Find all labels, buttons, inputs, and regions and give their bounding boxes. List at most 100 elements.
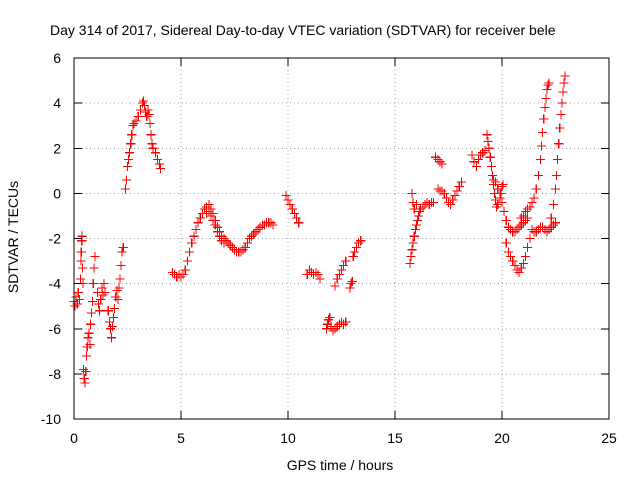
data-point-0-48 bbox=[116, 261, 126, 271]
data-point-0-271 bbox=[533, 170, 543, 180]
data-point-0-240 bbox=[501, 215, 511, 225]
data-point-0-30 bbox=[95, 306, 105, 316]
data-point-0-269 bbox=[529, 193, 539, 203]
data-point-0-214 bbox=[471, 161, 481, 171]
data-point-0-223 bbox=[486, 161, 496, 171]
data-point-0-238 bbox=[497, 197, 507, 207]
data-point-0-261 bbox=[523, 242, 533, 253]
data-point-0-125 bbox=[268, 220, 278, 230]
data-point-0-276 bbox=[540, 103, 550, 113]
data-point-0-70 bbox=[145, 118, 155, 128]
data-point-0-42 bbox=[110, 303, 120, 313]
data-point-0-57 bbox=[127, 130, 137, 140]
data-point-0-293 bbox=[546, 213, 556, 223]
data-point-0-272 bbox=[535, 154, 546, 165]
data-point-0-141 bbox=[294, 218, 304, 228]
data-point-0-47 bbox=[115, 274, 125, 284]
data-point-0-36 bbox=[103, 306, 113, 316]
data-point-0-10 bbox=[77, 231, 87, 241]
data-point-0-172 bbox=[351, 242, 362, 253]
data-point-0-301 bbox=[557, 98, 567, 108]
data-point-0-174 bbox=[356, 236, 366, 246]
data-point-0-52 bbox=[121, 175, 131, 185]
data-point-0-14 bbox=[79, 373, 89, 383]
x-tick-label-5: 25 bbox=[601, 430, 617, 446]
chart-title: Day 314 of 2017, Sidereal Day-to-day VTE… bbox=[50, 22, 556, 38]
data-point-0-76 bbox=[155, 159, 165, 169]
data-point-0-8 bbox=[76, 247, 86, 257]
data-point-0-251 bbox=[501, 238, 511, 248]
data-point-0-262 bbox=[525, 233, 535, 244]
data-point-0-252 bbox=[503, 247, 513, 257]
data-point-0-268 bbox=[527, 197, 537, 207]
data-point-0-85 bbox=[182, 256, 192, 266]
data-point-0-274 bbox=[538, 127, 548, 138]
data-point-0-46 bbox=[114, 283, 124, 293]
data-point-0-280 bbox=[544, 78, 554, 88]
data-point-0-299 bbox=[555, 123, 565, 133]
data-point-0-17 bbox=[81, 351, 91, 361]
data-point-0-300 bbox=[556, 109, 566, 119]
data-point-0-171 bbox=[349, 247, 359, 257]
data-point-0-164 bbox=[336, 265, 347, 275]
data-point-0-21 bbox=[85, 339, 95, 350]
data-point-0-140 bbox=[292, 213, 302, 223]
data-point-0-224 bbox=[487, 170, 497, 180]
x-axis-title: GPS time / hours bbox=[287, 457, 394, 473]
data-point-0-35 bbox=[100, 288, 110, 298]
data-point-0-73 bbox=[148, 143, 158, 153]
data-point-0-136 bbox=[283, 195, 293, 205]
data-point-0-152 bbox=[325, 312, 335, 323]
data-point-0-53 bbox=[122, 161, 133, 171]
x-tick-label-2: 10 bbox=[280, 430, 296, 446]
data-point-0-208 bbox=[450, 191, 460, 201]
data-point-0-220 bbox=[483, 136, 493, 147]
data-point-0-137 bbox=[285, 200, 295, 210]
y-tick-label-4: -2 bbox=[49, 231, 62, 247]
data-point-0-178 bbox=[408, 238, 418, 248]
y-tick-label-3: -4 bbox=[49, 276, 62, 292]
data-point-0-64 bbox=[139, 96, 149, 106]
grid-group bbox=[74, 58, 609, 419]
tick-marks-group bbox=[73, 57, 610, 420]
data-point-0-177 bbox=[407, 245, 417, 255]
data-point-0-62 bbox=[135, 105, 145, 115]
x-tick-label-3: 15 bbox=[387, 430, 403, 446]
x-tick-label-4: 20 bbox=[494, 430, 510, 446]
data-point-0-5 bbox=[74, 294, 84, 304]
data-point-0-11 bbox=[78, 263, 88, 273]
data-point-0-129 bbox=[208, 215, 218, 225]
data-point-0-259 bbox=[518, 258, 528, 268]
data-point-0-199 bbox=[437, 159, 447, 169]
data-point-0-41 bbox=[109, 312, 119, 323]
data-point-0-192 bbox=[407, 188, 417, 198]
data-point-0-182 bbox=[412, 215, 423, 225]
data-point-0-304 bbox=[560, 71, 570, 81]
data-point-0-20 bbox=[84, 328, 94, 338]
data-point-0-183 bbox=[413, 211, 424, 221]
data-point-0-195 bbox=[411, 200, 421, 210]
data-point-0-39 bbox=[106, 333, 116, 343]
data-point-0-72 bbox=[147, 139, 157, 149]
data-point-0-113 bbox=[242, 238, 252, 248]
data-point-0-49 bbox=[117, 247, 127, 257]
data-point-0-166 bbox=[341, 256, 351, 266]
data-point-0-211 bbox=[456, 177, 466, 187]
data-point-0-55 bbox=[125, 148, 135, 158]
data-point-0-170 bbox=[348, 252, 358, 262]
data-point-0-180 bbox=[410, 224, 420, 235]
data-point-0-16 bbox=[81, 367, 91, 377]
data-point-0-292 bbox=[550, 218, 561, 228]
data-point-0-4 bbox=[73, 288, 83, 298]
data-point-0-296 bbox=[552, 170, 562, 180]
data-point-0-69 bbox=[144, 109, 154, 119]
x-tick-label-0: 0 bbox=[70, 430, 78, 446]
data-point-0-148 bbox=[315, 274, 325, 284]
y-tick-label-1: -8 bbox=[49, 366, 62, 382]
data-point-0-40 bbox=[107, 321, 118, 332]
data-point-0-210 bbox=[454, 182, 464, 192]
data-point-0-163 bbox=[334, 270, 344, 280]
data-point-0-219 bbox=[482, 130, 492, 140]
data-point-0-233 bbox=[498, 179, 508, 189]
